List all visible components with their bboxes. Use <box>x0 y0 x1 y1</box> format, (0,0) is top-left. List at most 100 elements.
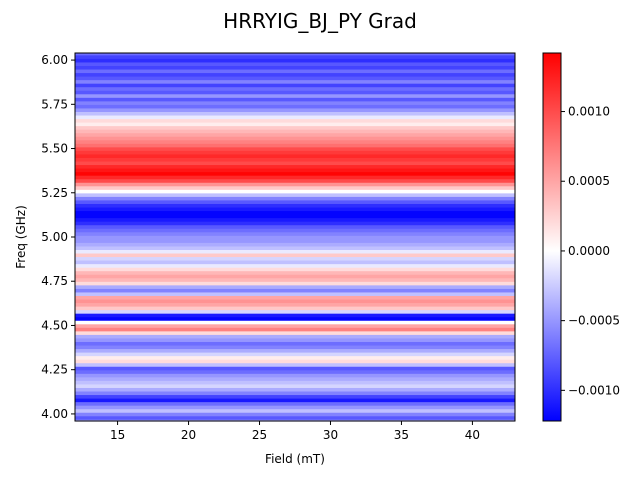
y-tick-label: 6.00 <box>41 53 68 67</box>
heatmap-row <box>75 107 515 112</box>
heatmap-row <box>75 206 515 212</box>
heatmap-row <box>75 214 515 219</box>
heatmap-row <box>75 309 515 314</box>
heatmap-row <box>75 242 515 247</box>
heatmap-row <box>75 401 515 406</box>
colorbar-tick-label: −0.0010 <box>568 383 620 397</box>
heatmap-row <box>75 291 515 296</box>
heatmap-row <box>75 136 515 141</box>
heatmap-row <box>75 192 515 197</box>
heatmap-row <box>75 376 515 381</box>
heatmap-row <box>75 263 515 268</box>
heatmap-row <box>75 380 515 385</box>
y-tick-label: 4.25 <box>41 363 68 377</box>
heatmap-row <box>75 72 515 77</box>
heatmap-row <box>75 235 515 240</box>
heatmap-row <box>75 129 515 134</box>
heatmap-row <box>75 111 515 116</box>
heatmap-row <box>75 316 515 321</box>
heatmap-row <box>75 217 515 222</box>
heatmap-row <box>75 53 515 56</box>
heatmap-row <box>75 100 515 105</box>
heatmap-row <box>75 143 515 148</box>
chart-title: HRRYIG_BJ_PY Grad <box>223 9 417 33</box>
heatmap-row <box>75 298 515 304</box>
x-tick-label: 35 <box>394 428 409 442</box>
heatmap-row <box>75 348 515 353</box>
heatmap-row <box>75 419 515 422</box>
heatmap-row <box>75 175 515 180</box>
y-tick-label: 5.75 <box>41 97 68 111</box>
heatmap-row <box>75 76 515 81</box>
heatmap-row <box>75 362 515 367</box>
heatmap-row <box>75 252 515 258</box>
heatmap-row <box>75 260 515 265</box>
heatmap-row <box>75 168 515 173</box>
heatmap-row <box>75 132 515 137</box>
heatmap-row <box>75 366 515 371</box>
x-tick-label: 40 <box>465 428 480 442</box>
heatmap-row <box>75 281 515 286</box>
heatmap-row <box>75 125 515 130</box>
heatmap-row <box>75 61 515 66</box>
y-tick-label: 4.50 <box>41 318 68 332</box>
heatmap-row <box>75 153 515 158</box>
heatmap-row <box>75 394 515 399</box>
heatmap-row <box>75 390 515 396</box>
heatmap-row <box>75 249 515 254</box>
heatmap-row <box>75 185 515 190</box>
heatmap-row <box>75 412 515 417</box>
heatmap-row <box>75 245 515 250</box>
heatmap-row <box>75 203 515 208</box>
colorbar <box>542 52 562 422</box>
x-tick-label: 15 <box>110 428 125 442</box>
heatmap-row <box>75 122 515 127</box>
heatmap-row <box>75 189 515 194</box>
heatmap-row <box>75 341 515 346</box>
heatmap-row <box>75 352 515 357</box>
heatmap-row <box>75 405 515 410</box>
heatmap-row <box>75 196 515 201</box>
heatmap-row <box>75 344 515 350</box>
heatmap-row <box>75 221 515 226</box>
heatmap-row <box>75 387 515 392</box>
colorbar-tick-label: 0.0010 <box>568 105 610 119</box>
y-axis-label: Freq (GHz) <box>14 205 28 269</box>
heatmap-row <box>75 355 515 360</box>
heatmap-row <box>75 359 515 364</box>
y-tick-label: 4.00 <box>41 407 68 421</box>
heatmap-row <box>75 157 515 162</box>
heatmap-row <box>75 383 515 388</box>
heatmap-row <box>75 337 515 342</box>
heatmap-row <box>75 295 515 300</box>
heatmap-row <box>75 256 515 261</box>
colorbar-ticks: −0.0010 −0.0005 0.0000 0.0005 0.0010 <box>561 105 620 397</box>
plot-area <box>75 53 515 422</box>
heatmap-row <box>75 83 515 88</box>
heatmap-row <box>75 320 515 325</box>
heatmap-row <box>75 270 515 275</box>
x-tick-label: 30 <box>323 428 338 442</box>
y-tick-label: 5.25 <box>41 186 68 200</box>
heatmap-row <box>75 199 515 204</box>
heatmap-row <box>75 54 515 59</box>
heatmap-row <box>75 369 515 374</box>
heatmap-row <box>75 104 515 109</box>
heatmap-row <box>75 415 515 420</box>
heatmap-row <box>75 327 515 332</box>
y-axis-ticks: 4.00 4.25 4.50 4.75 5.00 5.25 5.50 5.75 6.00 <box>41 53 75 421</box>
heatmap-row <box>75 65 515 70</box>
x-tick-label: 20 <box>181 428 196 442</box>
heatmap-row <box>75 277 515 282</box>
heatmap-row <box>75 79 515 84</box>
heatmap-row <box>75 164 515 169</box>
colorbar-tick-label: 0.0005 <box>568 174 610 188</box>
x-axis-label: Field (mT) <box>265 452 325 466</box>
heatmap-row <box>75 114 515 120</box>
x-tick-label: 25 <box>252 428 267 442</box>
heatmap-row <box>75 210 515 215</box>
heatmap-row <box>75 178 515 183</box>
heatmap-row <box>75 228 515 233</box>
heatmap-row <box>75 58 515 63</box>
heatmap-row <box>75 171 515 176</box>
